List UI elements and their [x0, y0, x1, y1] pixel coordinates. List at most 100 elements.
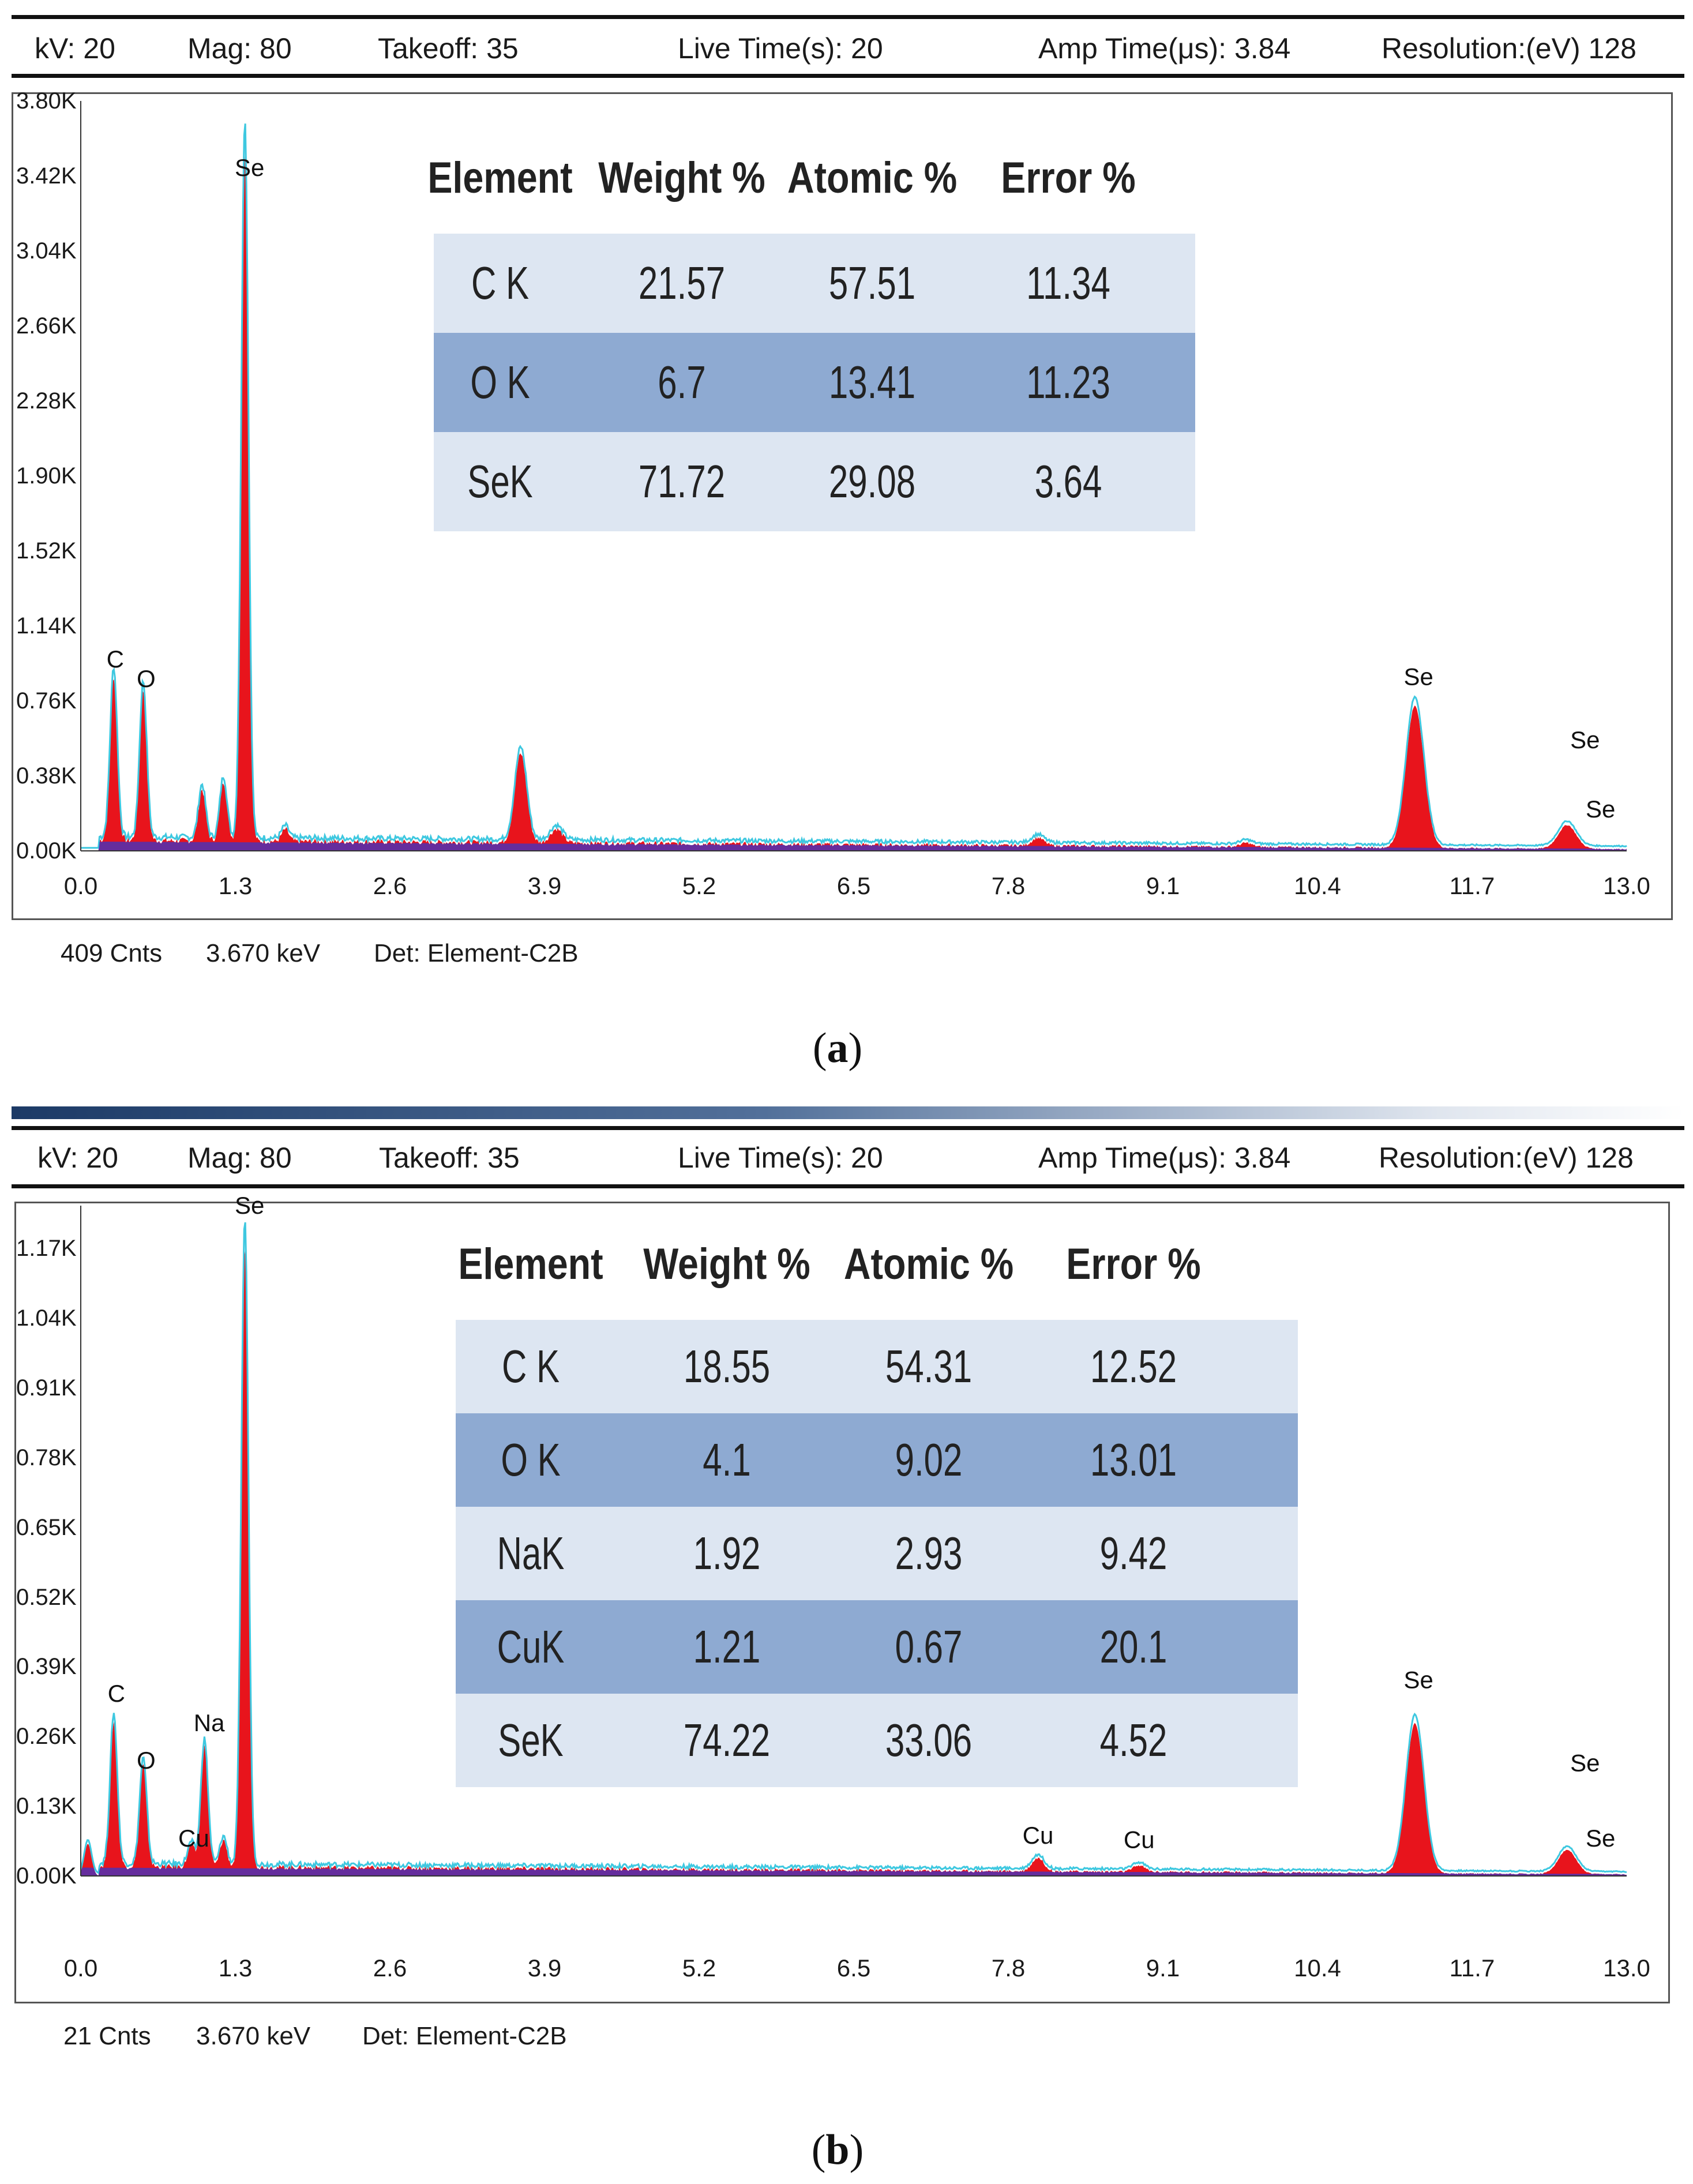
footer-detector: Det: Element-C2B: [362, 2022, 567, 2050]
separator-gradient: [12, 1106, 1684, 1119]
header-mag: Mag: 80: [187, 1142, 292, 1174]
header-live-time: Live Time(s): 20: [678, 32, 883, 65]
table-row: SeK 71.72 29.08 3.64: [434, 432, 1195, 531]
header-takeoff: Takeoff: 35: [378, 32, 519, 65]
table-header: Element: [427, 153, 573, 202]
table-row: O K 4.1 9.02 13.01: [456, 1413, 1298, 1507]
peak-label: Se: [1570, 726, 1600, 753]
table-cell: NaK: [497, 1528, 565, 1579]
table-row: C K 21.57 57.51 11.34: [434, 234, 1195, 333]
y-tick-label: 0.76K: [16, 688, 77, 714]
table-cell: 12.52: [1090, 1341, 1177, 1392]
peak-label: Se: [1404, 1667, 1433, 1694]
x-tick-label: 10.4: [1294, 872, 1341, 899]
x-tick-label: 11.7: [1449, 872, 1495, 899]
table-cell: 20.1: [1099, 1621, 1168, 1672]
table-cell: 54.31: [885, 1341, 973, 1392]
background-trace: [81, 1867, 1627, 1876]
header-takeoff: Takeoff: 35: [379, 1142, 520, 1174]
table-cell: 33.06: [885, 1714, 973, 1766]
table-cell: SeK: [498, 1714, 564, 1766]
header-kv: kV: 20: [37, 1142, 118, 1174]
footer-energy: 3.670 keV: [206, 939, 321, 967]
table-row: O K 6.7 13.41 11.23: [434, 333, 1195, 432]
x-tick-label: 0.0: [63, 1954, 98, 1982]
y-tick-label: 0.00K: [16, 838, 77, 864]
y-tick-label: 1.52K: [16, 538, 77, 564]
background-trace: [81, 841, 1627, 851]
table-cell: O K: [501, 1434, 561, 1485]
table-cell: O K: [470, 357, 530, 408]
footer-counts: 21 Cnts: [63, 2022, 151, 2050]
y-tick-label: 0.91K: [16, 1375, 77, 1401]
header-kv: kV: 20: [35, 32, 115, 65]
table-cell: 11.23: [1026, 357, 1110, 408]
table-cell: 57.51: [828, 257, 916, 309]
x-tick-label: 9.1: [1146, 872, 1180, 899]
peak-label: Se: [235, 154, 264, 181]
table-header: Atomic %: [787, 153, 958, 202]
header-top-rule: [12, 15, 1684, 19]
header-amp-time: Amp Time(μs): 3.84: [1038, 1142, 1291, 1174]
caption-b: (b): [811, 2126, 864, 2174]
y-tick-label: 0.65K: [16, 1514, 77, 1540]
peak-label: Cu: [1023, 1822, 1054, 1849]
peak-label: Cu: [178, 1825, 209, 1852]
y-tick-label: 2.66K: [16, 313, 77, 339]
y-tick-label: 0.38K: [16, 763, 77, 789]
x-tick-label: 13.0: [1603, 1954, 1650, 1982]
spectrum-panel-b: kV: 20 Mag: 80 Takeoff: 35 Live Time(s):…: [0, 1096, 1693, 2184]
table-cell: 71.72: [638, 456, 726, 507]
peak-label: O: [137, 1747, 156, 1774]
table-header: Element: [458, 1240, 603, 1289]
table-cell: 21.57: [638, 257, 726, 309]
x-tick-label: 1.3: [218, 872, 253, 899]
y-tick-label: 3.80K: [16, 88, 77, 114]
y-tick-label: 1.90K: [16, 463, 77, 489]
header-resolution: Resolution:(eV) 128: [1379, 1142, 1634, 1174]
peak-label: Se: [1586, 1825, 1615, 1852]
x-tick-label: 9.1: [1146, 1954, 1180, 1982]
table-row: SeK 74.22 33.06 4.52: [456, 1694, 1298, 1787]
y-tick-label: 0.26K: [16, 1724, 77, 1750]
table-cell: C K: [471, 257, 530, 309]
composition-table: Element Weight % Atomic % Error % C K 18.55 54…: [456, 1228, 1298, 1787]
y-tick-label: 0.78K: [16, 1444, 77, 1470]
spectrum-plot: CO Se Se Se Se: [80, 101, 1627, 851]
y-tick-label: 1.17K: [16, 1236, 77, 1262]
header-bottom-rule: [12, 1184, 1684, 1188]
peak-label: C: [108, 1680, 125, 1707]
x-tick-label: 1.3: [218, 1954, 253, 1982]
table-cell: 74.22: [683, 1714, 771, 1766]
header-resolution: Resolution:(eV) 128: [1382, 32, 1636, 65]
peak-label: O: [137, 665, 156, 692]
header-amp-time: Amp Time(μs): 3.84: [1038, 32, 1291, 65]
table-cell: 6.7: [658, 357, 706, 408]
table-cell: 13.41: [828, 357, 916, 408]
x-tick-label: 13.0: [1603, 872, 1650, 899]
footer-energy: 3.670 keV: [196, 2022, 311, 2050]
table-cell: 13.01: [1090, 1434, 1177, 1485]
y-tick-label: 0.39K: [16, 1654, 77, 1680]
table-row: NaK 1.92 2.93 9.42: [456, 1507, 1298, 1600]
spectrum-plot: C O Na Cu Se Cu Cu Se Se Se: [80, 1192, 1627, 1877]
table-header: Weight %: [643, 1240, 810, 1289]
table-cell: 1.21: [693, 1621, 761, 1672]
table-row: CuK 1.21 0.67 20.1: [456, 1600, 1298, 1694]
table-cell: 4.52: [1099, 1714, 1168, 1766]
x-tick-label: 3.9: [527, 872, 562, 899]
peak-label: Na: [194, 1709, 225, 1736]
peak-label: Cu: [1124, 1826, 1155, 1853]
x-tick-label: 3.9: [527, 1954, 562, 1982]
table-cell: 0.67: [895, 1621, 963, 1672]
x-tick-label: 7.8: [991, 1954, 1026, 1982]
x-tick-label: 6.5: [836, 872, 871, 899]
x-tick-label: 2.6: [373, 872, 407, 899]
header-top-rule: [12, 1126, 1684, 1130]
y-tick-label: 0.52K: [16, 1584, 77, 1610]
peak-label: Se: [235, 1192, 264, 1219]
footer-detector: Det: Element-C2B: [374, 939, 579, 967]
header-live-time: Live Time(s): 20: [678, 1142, 883, 1174]
y-tick-label: 0.13K: [16, 1793, 77, 1819]
peak-label: Se: [1570, 1750, 1600, 1777]
